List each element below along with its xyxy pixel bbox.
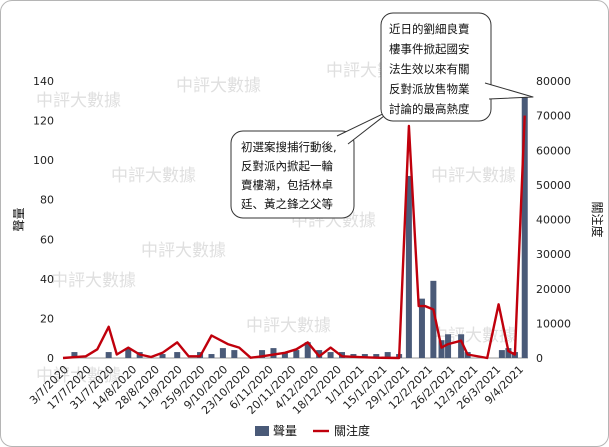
y-right-tick-label: 60000 xyxy=(536,144,571,157)
bar xyxy=(231,350,238,358)
y-left-tick-label: 20 xyxy=(40,312,54,325)
bar xyxy=(270,348,277,358)
bar xyxy=(71,352,78,358)
watermark-text: 中評大數據 xyxy=(431,326,516,346)
legend-label-bar: 聲量 xyxy=(273,423,297,438)
watermark-text: 中評大數據 xyxy=(431,166,516,186)
watermark-text: 中評大數據 xyxy=(36,91,121,111)
y-right-tick-label: 0 xyxy=(536,352,543,365)
y-left-tick-label: 140 xyxy=(33,75,54,88)
y-right-axis-title: 關注度 xyxy=(590,201,605,237)
callout-pointer-right xyxy=(484,82,534,100)
bar xyxy=(316,350,323,358)
y-right-tick-label: 20000 xyxy=(536,283,571,296)
y-left-tick-label: 120 xyxy=(33,115,54,128)
y-right-tick-label: 70000 xyxy=(536,110,571,123)
legend-swatch-bar xyxy=(255,426,269,436)
y-right-tick-label: 10000 xyxy=(536,317,571,330)
legend: 聲量 關注度 xyxy=(255,423,370,438)
callout-right-line: 近日的劉細良賣 xyxy=(389,22,470,36)
callout-left-line: 反對派內掀起一輪 xyxy=(241,159,333,173)
callout-left-line: 初選案搜捕行動後, xyxy=(241,140,337,154)
bar xyxy=(373,354,380,358)
bar xyxy=(361,354,368,358)
bar xyxy=(405,175,412,358)
watermark-text: 中評大數據 xyxy=(51,271,136,291)
watermark-text: 中評大數據 xyxy=(246,316,331,336)
legend-label-line: 關注度 xyxy=(334,423,370,438)
callout-right-line: 法生效以來有關 xyxy=(389,62,470,76)
bar xyxy=(159,354,166,358)
bar xyxy=(384,352,391,358)
bar xyxy=(125,348,132,358)
y-left-axis-title: 聲量 xyxy=(11,207,26,231)
callout-left-line: 廷、黃之鋒之父等 xyxy=(241,197,333,211)
bar xyxy=(438,340,445,358)
bar xyxy=(498,350,505,358)
series-line-attention xyxy=(62,115,526,360)
callout-right-line: 樓事件掀起國安 xyxy=(389,42,470,56)
y-left-tick-label: 0 xyxy=(47,352,54,365)
bar xyxy=(259,350,266,358)
watermark-text: 中評大數據 xyxy=(111,166,196,186)
bar xyxy=(105,352,112,358)
line-series-layer xyxy=(62,115,526,360)
axes: 0 20 40 60 80 100 120 140 0 10000 20000 30000 40000 5… xyxy=(11,75,605,365)
callout-right-line: 討論的最高熱度 xyxy=(389,102,470,116)
callout-box-right xyxy=(380,12,492,122)
watermark-text: 中評大數據 xyxy=(176,76,261,96)
watermark-text: 中評大數據 xyxy=(141,241,226,261)
bar xyxy=(430,280,437,358)
y-right-tick-label: 80000 xyxy=(536,75,571,88)
callout-right-line: 反對派放售物業 xyxy=(389,82,470,96)
bar xyxy=(293,350,300,358)
bar xyxy=(327,352,334,358)
y-left-tick-label: 80 xyxy=(40,194,54,207)
x-tick-labels: 3/7/202017/7/202031/7/202014/8/202028/8/… xyxy=(27,363,526,417)
callout-box-left xyxy=(230,130,355,219)
bar xyxy=(418,298,425,358)
bar xyxy=(304,342,311,358)
bar xyxy=(219,348,226,358)
y-right-tick-label: 50000 xyxy=(536,179,571,192)
callout-left-line: 賣樓潮，包括林卓 xyxy=(241,178,333,192)
watermark-text: 中評大數據 xyxy=(36,366,121,386)
bar xyxy=(174,352,181,358)
y-left-tick-label: 60 xyxy=(40,233,54,246)
bar xyxy=(458,334,465,358)
bar xyxy=(505,348,512,358)
watermark-layer: 中評大數據中評大數據中評大數據中評大數據中評大數據中評大數據中評大數據中評大數據… xyxy=(36,61,516,386)
y-left-tick-label: 40 xyxy=(40,273,54,286)
bar xyxy=(281,352,288,358)
y-right-tick-label: 30000 xyxy=(536,248,571,261)
bar xyxy=(521,96,528,358)
y-right-tick-label: 40000 xyxy=(536,214,571,227)
bar xyxy=(208,354,215,358)
bar xyxy=(445,334,452,358)
y-left-tick-label: 100 xyxy=(33,154,54,167)
